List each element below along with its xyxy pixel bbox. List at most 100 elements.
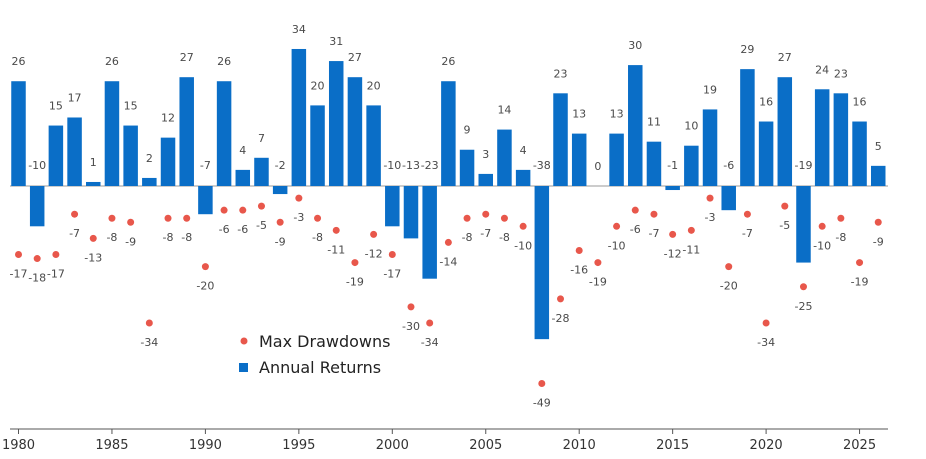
bar-1984 [86,181,101,186]
drawdown-label-2018: -20 [720,280,738,293]
bar-value-label-2024: 23 [834,67,848,80]
drawdown-label-2007: -10 [514,239,532,252]
drawdown-label-1989: -8 [181,231,192,244]
bar-2022 [796,186,811,263]
bar-2002 [422,186,437,279]
drawdown-dot-1993 [257,202,265,210]
bar-1997 [328,61,344,186]
drawdown-dot-2001 [407,303,415,311]
bar-2005 [478,173,493,186]
x-tick-label-2000: 2000 [376,438,409,453]
bar-1990 [198,186,213,215]
drawdown-dot-1980 [15,251,22,259]
bar-2010 [571,133,587,186]
bar-2025 [852,121,867,186]
bar-1989 [179,77,194,186]
bar-value-label-2000: -10 [383,159,401,172]
bar-1998 [347,77,363,186]
drawdown-label-2026: -9 [873,235,884,248]
drawdown-label-1982: -17 [47,268,65,281]
bar-value-label-1986: 15 [124,100,138,113]
drawdown-dot-2017 [706,194,714,202]
drawdown-label-1991: -6 [219,223,230,236]
bar-value-label-2022: -19 [794,159,812,172]
bar-value-label-2025: 16 [853,96,867,109]
x-tick-label-2025: 2025 [843,438,876,453]
bar-value-label-2009: 23 [554,67,568,80]
bar-value-label-2018: -6 [723,159,734,172]
bar-1994 [272,186,288,195]
drawdown-label-2019: -7 [742,227,753,240]
bar-1992 [235,169,251,186]
drawdown-dot-1985 [108,214,116,222]
drawdown-dot-2009 [557,295,565,303]
drawdown-dot-1992 [239,206,247,214]
bar-value-label-2013: 30 [628,39,642,52]
legend-label-drawdowns: Max Drawdowns [259,332,390,351]
x-tick-label-1985: 1985 [95,438,128,453]
bar-value-label-1991: 26 [217,55,231,68]
drawdown-label-2006: -8 [499,231,510,244]
drawdown-dot-2005 [482,210,490,218]
bar-1991 [216,81,232,186]
x-tick-label-2015: 2015 [656,438,689,453]
bar-value-label-1996: 20 [311,79,325,92]
legend-label-returns: Annual Returns [259,358,381,377]
drawdown-dot-1983 [71,210,79,218]
bar-value-label-2020: 16 [759,96,773,109]
drawdown-dot-2019 [743,210,751,218]
bar-1981 [29,186,45,227]
bar-2006 [497,129,512,186]
drawdown-dot-2018 [725,263,733,271]
drawdown-dot-1989 [183,214,191,222]
bar-2015 [665,186,680,191]
drawdown-label-2005: -7 [480,227,491,240]
bar-value-label-2014: 11 [647,116,661,129]
drawdown-dot-2003 [444,238,452,246]
bar-1987 [142,177,157,186]
bar-value-label-1995: 34 [292,23,306,36]
legend-dot-marker [240,337,248,345]
bar-value-label-2002: -23 [421,159,439,172]
drawdown-dot-2013 [631,206,639,214]
bar-2009 [553,93,568,186]
drawdown-dot-1994 [276,218,284,226]
bar-2017 [702,109,718,186]
drawdown-label-1988: -8 [163,231,174,244]
drawdown-label-1983: -7 [69,227,80,240]
drawdown-dot-1982 [52,251,60,259]
x-tick-label-2005: 2005 [469,438,502,453]
bar-value-label-2003: 26 [441,55,455,68]
x-tick-label-2020: 2020 [750,438,783,453]
bar-value-label-1997: 31 [329,35,343,48]
drawdown-label-1992: -6 [237,223,248,236]
drawdown-dot-2012 [613,222,621,230]
drawdown-dot-1986 [127,218,135,226]
bar-value-label-2011: 0 [594,160,601,173]
drawdown-dot-2026 [874,218,882,226]
drawdown-dot-2014 [650,210,658,218]
drawdown-dot-1995 [295,194,303,202]
bar-1980 [11,81,26,186]
bar-value-label-2016: 10 [684,120,698,133]
drawdown-label-1981: -18 [28,272,46,285]
drawdown-label-2020: -34 [757,336,775,349]
bar-value-label-1990: -7 [200,159,211,172]
bar-value-label-1985: 26 [105,55,119,68]
drawdown-label-2001: -30 [402,320,420,333]
drawdown-label-1993: -5 [256,219,267,232]
bar-1996 [310,105,325,186]
drawdown-dot-2000 [388,251,396,259]
bar-value-label-1993: 7 [258,132,265,145]
drawdown-dot-2015 [669,230,677,238]
bar-2004 [459,149,475,186]
bar-1986 [123,125,138,186]
bar-2023 [814,89,830,186]
drawdown-label-2000: -17 [383,268,401,281]
drawdown-dot-1988 [164,214,172,222]
drawdown-dot-2025 [856,259,864,267]
bar-1983 [67,117,82,186]
x-tick-label-1990: 1990 [189,438,222,453]
bar-value-label-2012: 13 [610,108,624,121]
